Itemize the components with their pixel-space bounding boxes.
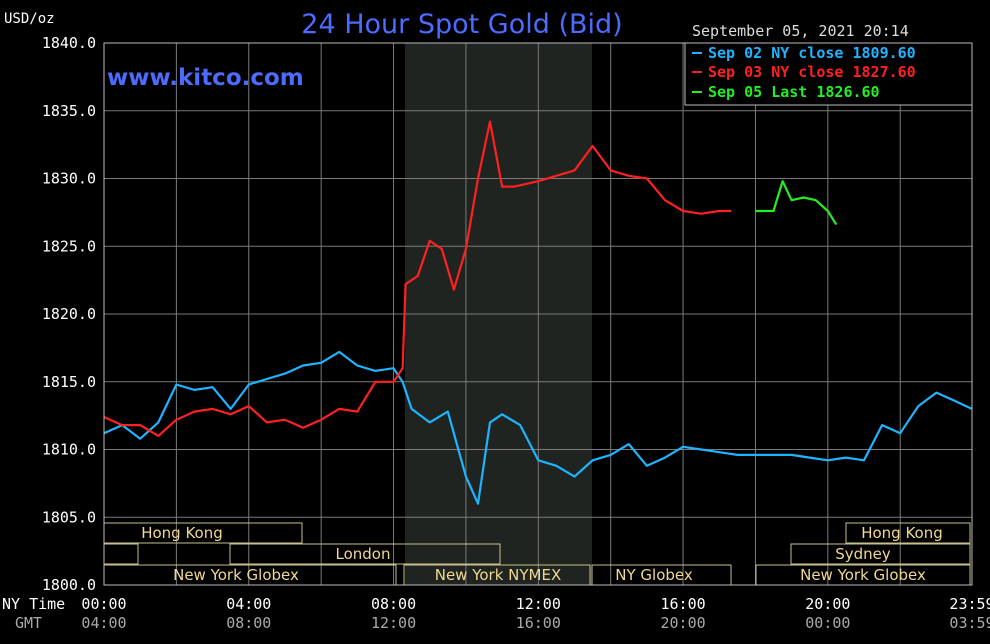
- market-newyork-globex-right: New York Globex: [755, 564, 971, 586]
- plot-frame: [103, 42, 973, 586]
- legend-label: Sep 05 Last 1826.60: [708, 83, 880, 101]
- date-time-stamp: September 05, 2021 20:14: [692, 22, 909, 40]
- y-tick-label: 1815.0: [42, 373, 96, 391]
- x-tick-label-ny: 23:59: [949, 595, 990, 613]
- x-tick-label-gmt: 12:00: [371, 614, 416, 632]
- market-london: London: [229, 543, 501, 565]
- x-tick-label-gmt: 08:00: [226, 614, 271, 632]
- y-tick-label: 1825.0: [42, 237, 96, 255]
- x-tick-label-ny: 08:00: [371, 595, 416, 613]
- x-tick-label-ny: 00:00: [81, 595, 126, 613]
- y-tick-label: 1840.0: [42, 34, 96, 52]
- kitco-watermark: www.kitco.com: [107, 65, 304, 91]
- x-tick-label-gmt: 00:00: [805, 614, 850, 632]
- x-tick-label-gmt: 03:59: [949, 614, 990, 632]
- legend-item-sep05: Sep 05 Last 1826.60: [692, 83, 880, 101]
- series-line-sep03: [103, 120, 732, 437]
- market-blank-left: [103, 543, 139, 565]
- y-tick-label: 1820.0: [42, 305, 96, 323]
- market-label: NY Globex: [615, 566, 693, 584]
- market-hongkong-right: Hong Kong: [845, 522, 971, 544]
- unit-label: USD/oz: [4, 11, 55, 27]
- x-tick-label-gmt: 16:00: [516, 614, 561, 632]
- y-axis-tick-labels: 1800.0 1805.0 1810.0 1815.0 1820.0 1825.0 1830…: [42, 34, 96, 594]
- x-axis-tick-labels: 00:0004:0008:0012:0016:0020:0023:5904:00…: [81, 595, 990, 632]
- gmt-axis-label: GMT: [15, 614, 42, 632]
- legend-item-sep03: Sep 03 NY close 1827.60: [692, 63, 916, 81]
- y-tick-label: 1830.0: [42, 170, 96, 188]
- series-line-sep02: [103, 350, 973, 505]
- market-newyork-globex-left: New York Globex: [103, 564, 397, 586]
- legend: Sep 02 NY close 1809.60 Sep 03 NY close …: [684, 42, 973, 106]
- legend-label: Sep 02 NY close 1809.60: [708, 44, 916, 62]
- price-series: [103, 120, 973, 505]
- y-tick-label: 1810.0: [42, 441, 96, 459]
- market-label: Sydney: [835, 545, 891, 563]
- x-tick-label-ny: 12:00: [516, 595, 561, 613]
- market-label: New York NYMEX: [435, 566, 562, 584]
- y-tick-label: 1800.0: [42, 576, 96, 594]
- series-line-sep05: [755, 180, 838, 226]
- x-tick-label-gmt: 20:00: [660, 614, 705, 632]
- market-sydney: Sydney: [790, 543, 971, 565]
- market-label: Hong Kong: [861, 524, 943, 542]
- x-tick-label-gmt: 04:00: [81, 614, 126, 632]
- market-label: New York Globex: [173, 566, 299, 584]
- market-hongkong-left: Hong Kong: [103, 522, 303, 544]
- x-tick-label-ny: 20:00: [805, 595, 850, 613]
- ny-time-axis-label: NY Time: [2, 595, 65, 613]
- market-label: London: [336, 545, 391, 563]
- y-tick-label: 1835.0: [42, 102, 96, 120]
- market-label: Hong Kong: [141, 524, 223, 542]
- y-tick-label: 1805.0: [42, 508, 96, 526]
- market-label: New York Globex: [800, 566, 926, 584]
- x-tick-label-ny: 04:00: [226, 595, 271, 613]
- legend-item-sep02: Sep 02 NY close 1809.60: [692, 44, 916, 62]
- chart-title: 24 Hour Spot Gold (Bid): [301, 9, 622, 40]
- grid-lines: [104, 43, 972, 585]
- legend-label: Sep 03 NY close 1827.60: [708, 63, 916, 81]
- market-ny-globex: NY Globex: [591, 564, 732, 586]
- market-session-bars: Hong Kong Hong Kong London Sydney New Yo…: [103, 522, 971, 586]
- x-tick-label-ny: 16:00: [660, 595, 705, 613]
